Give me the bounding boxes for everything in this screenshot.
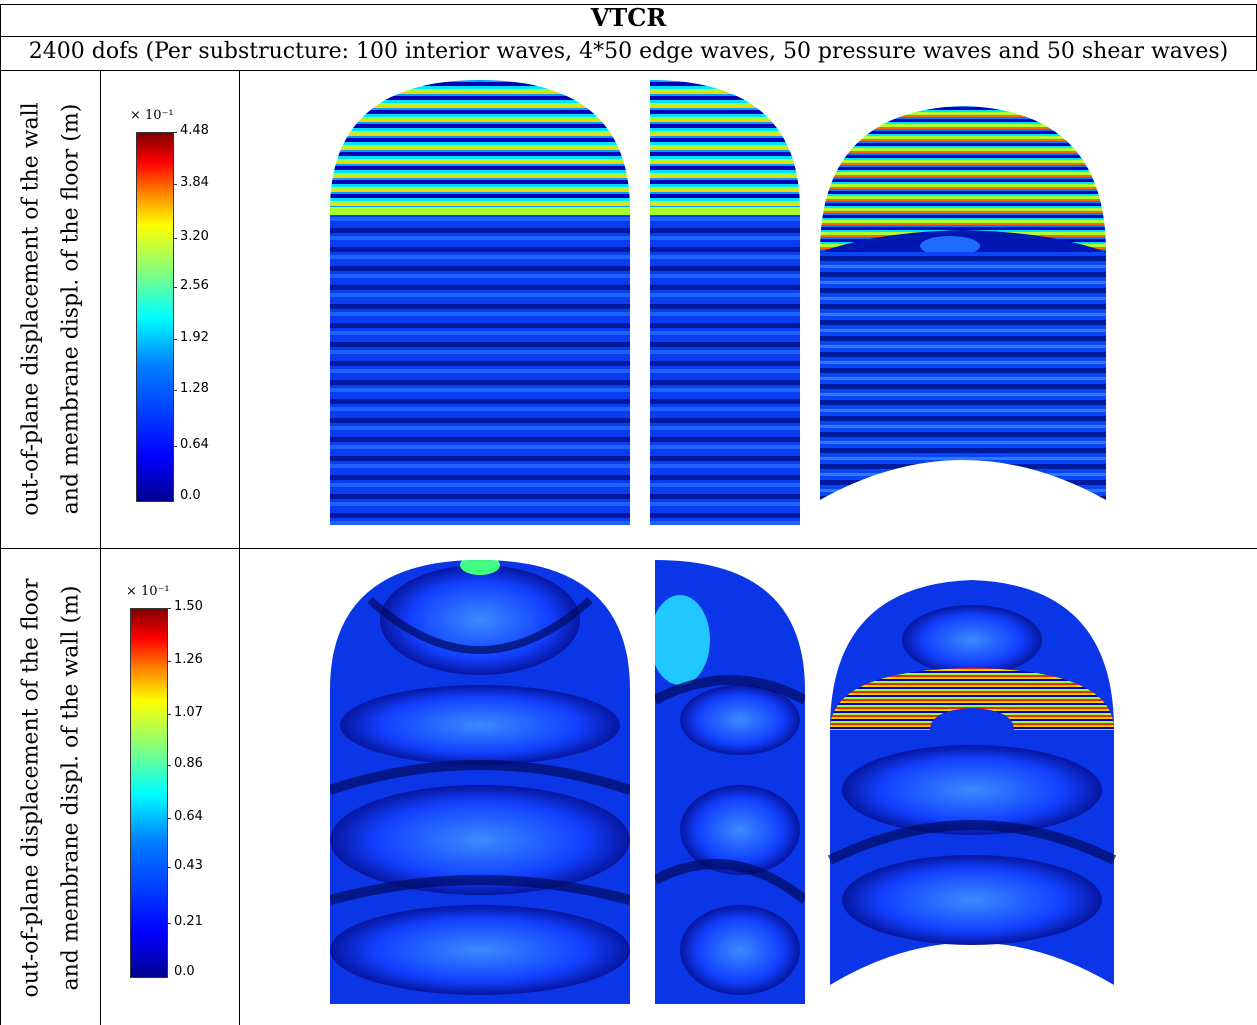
row2-tick-label: 0.64 [174, 809, 203, 824]
subtitle-row-divider [0, 70, 1257, 71]
row2-tick-label: 0.86 [174, 756, 203, 771]
row1-tickmark [173, 390, 177, 391]
row1-tick-label: 3.20 [180, 229, 209, 244]
row1-3d-view [820, 106, 1106, 500]
colorbar-column-divider [239, 70, 240, 1025]
row2-colorbar-gradient [130, 608, 168, 978]
row1-tickmark [173, 238, 177, 239]
row2-tickmark [167, 867, 171, 868]
row1-tickmark [173, 184, 177, 185]
row1-colorbar-gradient [136, 132, 174, 502]
row2-colorbar-multiplier: × 10⁻¹ [126, 584, 170, 599]
title-row-divider [0, 36, 1257, 37]
row2-tickmark [167, 923, 171, 924]
row2-tick-label: 1.26 [174, 652, 203, 667]
label-column-divider [100, 70, 101, 1025]
row2-tickmark [167, 818, 171, 819]
row1-tickmark [173, 446, 177, 447]
row1-tick-label: 1.28 [180, 381, 209, 396]
row1-front-view [330, 80, 630, 525]
row1-tick-label: 1.92 [180, 330, 209, 345]
row2-tick-label: 1.07 [174, 705, 203, 720]
row1-tick-label: 0.0 [180, 488, 201, 503]
row1-tick-label: 0.64 [180, 437, 209, 452]
table-subtitle: 2400 dofs (Per substructure: 100 interio… [28, 39, 1229, 64]
row1-side-view [650, 80, 800, 525]
row1-tick-label: 2.56 [180, 278, 209, 293]
row1-colorbar-multiplier: × 10⁻¹ [130, 108, 174, 123]
row2-tick-label: 0.43 [174, 858, 203, 873]
row-divider [0, 548, 1257, 549]
row2-tickmark [167, 714, 171, 715]
row2-tick-label: 1.50 [174, 599, 203, 614]
row1-tickmark [173, 339, 177, 340]
table-border-top [0, 4, 1257, 5]
row2-tickmark [167, 608, 171, 609]
row2-tick-label: 0.0 [174, 964, 195, 979]
row1-tickmark [173, 132, 177, 133]
row1-tickmark [173, 287, 177, 288]
row1-tick-label: 4.48 [180, 123, 209, 138]
row2-tickmark [167, 661, 171, 662]
table-border-left [0, 4, 1, 1025]
row2-side-view [655, 560, 805, 1004]
row2-tickmark [167, 765, 171, 766]
row2-tick-label: 0.21 [174, 914, 203, 929]
row2-front-view [330, 560, 630, 1004]
table-title: VTCR [590, 3, 667, 32]
row1-tick-label: 3.84 [180, 175, 209, 190]
row2-3d-view [827, 580, 1117, 985]
